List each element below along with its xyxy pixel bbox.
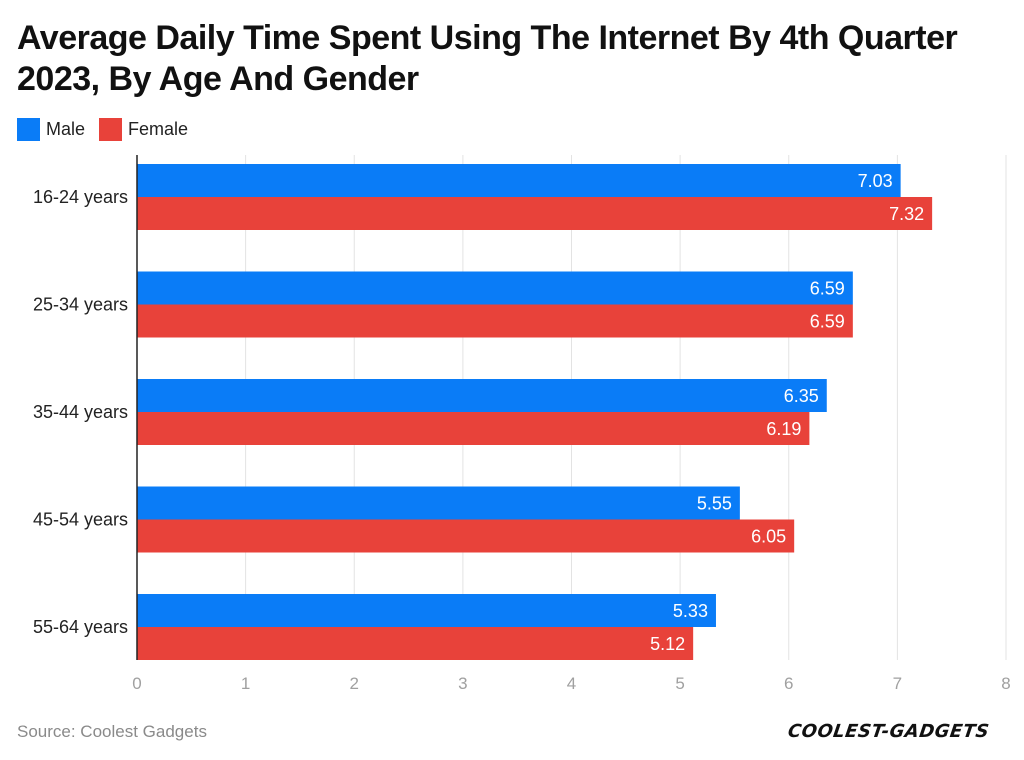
x-tick-label: 6 [784, 674, 793, 693]
legend-label-male: Male [46, 118, 86, 139]
brand-logo: COOLEST-GADGETS [786, 721, 991, 742]
data-label-female-3: 6.19 [766, 419, 801, 439]
data-label-male-4: 5.55 [697, 494, 732, 514]
data-label-male-1: 7.03 [858, 171, 893, 191]
x-tick-labels: 0 1 2 3 4 5 6 7 8 [132, 674, 1010, 693]
x-tick-label: 1 [241, 674, 250, 693]
bar-male-3 [137, 379, 827, 412]
category-label: 16-24 years [33, 187, 128, 207]
category-label: 45-54 years [33, 510, 128, 530]
category-label: 25-34 years [33, 295, 128, 315]
x-tick-label: 2 [350, 674, 359, 693]
x-tick-label: 8 [1001, 674, 1010, 693]
legend-item-male: Male [17, 117, 86, 141]
bar-female-3 [137, 412, 810, 445]
bars [137, 164, 933, 660]
data-labels: 7.03 7.32 6.59 6.59 6.35 6.19 5.55 6.05 5.33 5.12 [650, 171, 924, 654]
bar-female-5 [137, 627, 694, 660]
bar-female-2 [137, 304, 853, 338]
category-labels: 16-24 years 25-34 years 35-44 years 45-54 y… [33, 187, 128, 637]
chart-title: Average Daily Time Spent Using The Inter… [17, 19, 958, 98]
x-tick-label: 0 [132, 674, 141, 693]
data-label-male-3: 6.35 [784, 386, 819, 406]
x-tick-label: 3 [458, 674, 467, 693]
legend-label-female: Female [128, 118, 189, 139]
x-tick-label: 7 [893, 674, 902, 693]
bar-female-4 [137, 519, 795, 553]
bar-male-1 [137, 164, 901, 197]
category-label: 55-64 years [33, 617, 128, 637]
category-label: 35-44 years [33, 402, 128, 422]
data-label-female-2: 6.59 [810, 312, 845, 332]
bar-male-2 [137, 271, 853, 305]
data-label-male-5: 5.33 [673, 601, 708, 621]
x-tick-label: 4 [567, 674, 576, 693]
data-label-female-4: 6.05 [751, 527, 786, 547]
legend: Male Female [17, 117, 202, 141]
data-label-male-2: 6.59 [810, 279, 845, 299]
source-text: Source: Coolest Gadgets [17, 722, 207, 741]
bar-male-4 [137, 486, 740, 520]
data-label-female-5: 5.12 [650, 634, 685, 654]
legend-swatch-male [17, 117, 40, 141]
legend-item-female: Female [99, 117, 189, 141]
bar-female-1 [137, 197, 933, 230]
legend-swatch-female [99, 117, 123, 141]
x-tick-label: 5 [675, 674, 684, 693]
data-label-female-1: 7.32 [889, 204, 924, 224]
bar-male-5 [137, 594, 716, 627]
